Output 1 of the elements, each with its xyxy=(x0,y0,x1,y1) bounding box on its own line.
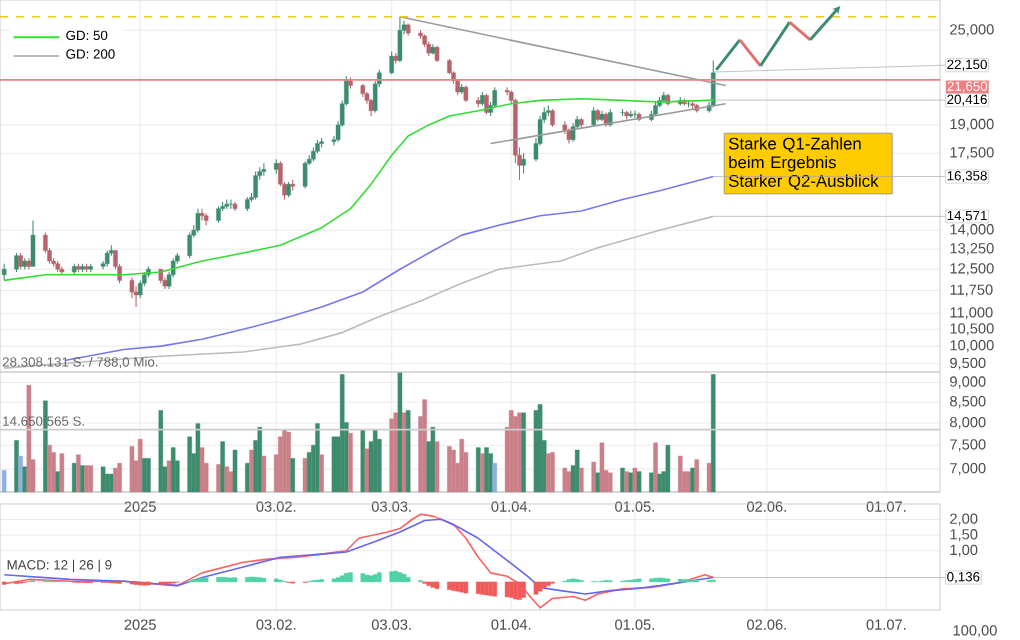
annotation: Starke Q1-Zahlen beim Ergebnis Starker Q2-Ausblick xyxy=(728,137,879,190)
